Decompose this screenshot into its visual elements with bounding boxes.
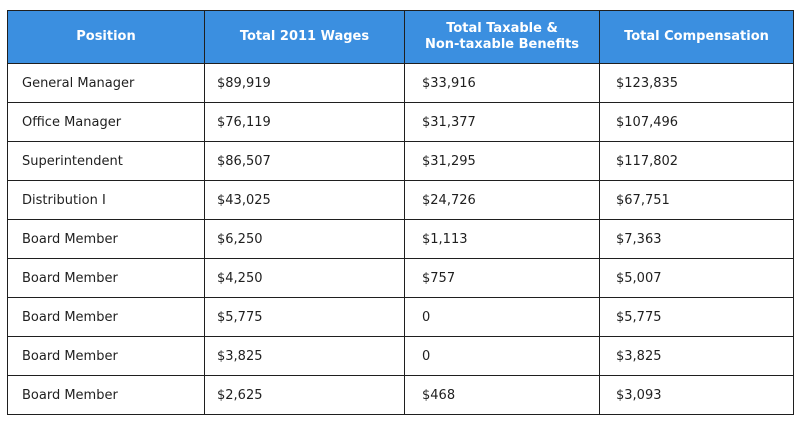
cell-position: Board Member bbox=[7, 336, 205, 376]
cell-wages: $5,775 bbox=[204, 297, 405, 337]
header-row: Position Total 2011 Wages Total Taxable … bbox=[7, 10, 794, 64]
cell-position: Board Member bbox=[7, 258, 205, 298]
table-header: Position Total 2011 Wages Total Taxable … bbox=[7, 10, 794, 64]
header-total: Total Compensation bbox=[599, 10, 794, 64]
cell-benefits: $1,113 bbox=[404, 219, 600, 259]
cell-benefits: $757 bbox=[404, 258, 600, 298]
cell-position: Board Member bbox=[7, 219, 205, 259]
cell-position: General Manager bbox=[7, 63, 205, 103]
cell-wages: $76,119 bbox=[204, 102, 405, 142]
table-body: General Manager $89,919 $33,916 $123,835… bbox=[7, 63, 794, 415]
table-row: Superintendent $86,507 $31,295 $117,802 bbox=[7, 141, 794, 181]
table-row: Board Member $4,250 $757 $5,007 bbox=[7, 258, 794, 298]
cell-total: $3,093 bbox=[599, 375, 794, 415]
cell-benefits: $31,377 bbox=[404, 102, 600, 142]
header-benefits: Total Taxable & Non-taxable Benefits bbox=[404, 10, 600, 64]
cell-benefits: $31,295 bbox=[404, 141, 600, 181]
cell-position: Board Member bbox=[7, 297, 205, 337]
cell-total: $7,363 bbox=[599, 219, 794, 259]
cell-wages: $3,825 bbox=[204, 336, 405, 376]
cell-wages: $43,025 bbox=[204, 180, 405, 220]
table-row: Board Member $6,250 $1,113 $7,363 bbox=[7, 219, 794, 259]
table-row: Board Member $2,625 $468 $3,093 bbox=[7, 375, 794, 415]
cell-total: $117,802 bbox=[599, 141, 794, 181]
table-row: General Manager $89,919 $33,916 $123,835 bbox=[7, 63, 794, 103]
cell-wages: $4,250 bbox=[204, 258, 405, 298]
cell-position: Superintendent bbox=[7, 141, 205, 181]
cell-wages: $6,250 bbox=[204, 219, 405, 259]
cell-wages: $2,625 bbox=[204, 375, 405, 415]
table-row: Distribution I $43,025 $24,726 $67,751 bbox=[7, 180, 794, 220]
cell-benefits: 0 bbox=[404, 297, 600, 337]
table-row: Board Member $5,775 0 $5,775 bbox=[7, 297, 794, 337]
cell-position: Office Manager bbox=[7, 102, 205, 142]
cell-benefits: $24,726 bbox=[404, 180, 600, 220]
header-wages: Total 2011 Wages bbox=[204, 10, 405, 64]
cell-total: $5,007 bbox=[599, 258, 794, 298]
cell-total: $107,496 bbox=[599, 102, 794, 142]
cell-position: Distribution I bbox=[7, 180, 205, 220]
cell-wages: $86,507 bbox=[204, 141, 405, 181]
cell-total: $67,751 bbox=[599, 180, 794, 220]
header-benefits-line2: Non-taxable Benefits bbox=[424, 37, 580, 52]
cell-total: $5,775 bbox=[599, 297, 794, 337]
cell-wages: $89,919 bbox=[204, 63, 405, 103]
table-row: Office Manager $76,119 $31,377 $107,496 bbox=[7, 102, 794, 142]
cell-position: Board Member bbox=[7, 375, 205, 415]
header-benefits-line1: Total Taxable & bbox=[446, 21, 558, 36]
header-position: Position bbox=[7, 10, 205, 64]
table-row: Board Member $3,825 0 $3,825 bbox=[7, 336, 794, 376]
cell-benefits: 0 bbox=[404, 336, 600, 376]
cell-benefits: $468 bbox=[404, 375, 600, 415]
compensation-table: Position Total 2011 Wages Total Taxable … bbox=[7, 10, 794, 415]
cell-benefits: $33,916 bbox=[404, 63, 600, 103]
cell-total: $3,825 bbox=[599, 336, 794, 376]
cell-total: $123,835 bbox=[599, 63, 794, 103]
